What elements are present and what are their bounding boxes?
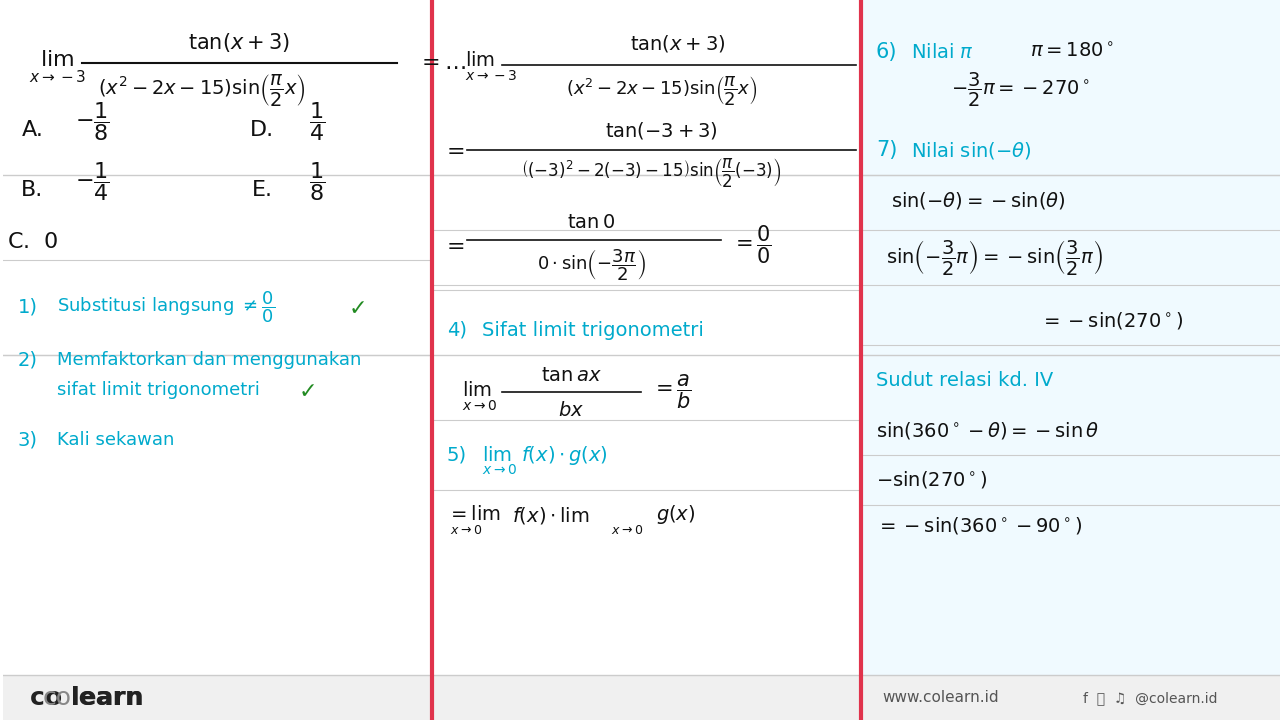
Text: 7): 7) <box>876 140 897 160</box>
Text: $\pi = 180^\circ$: $\pi = 180^\circ$ <box>1030 42 1115 62</box>
FancyBboxPatch shape <box>431 0 861 720</box>
Text: Sudut relasi kd. IV: Sudut relasi kd. IV <box>876 371 1053 390</box>
Text: $= \ldots$: $= \ldots$ <box>417 53 466 73</box>
Text: 6): 6) <box>876 42 897 62</box>
Text: $\checkmark$: $\checkmark$ <box>298 380 315 400</box>
Text: Nilai $\sin(-\theta)$: Nilai $\sin(-\theta)$ <box>911 140 1032 161</box>
Text: 1): 1) <box>18 297 37 317</box>
FancyBboxPatch shape <box>3 675 1280 720</box>
Text: $0\cdot\sin\!\left(-\dfrac{3\pi}{2}\right)$: $0\cdot\sin\!\left(-\dfrac{3\pi}{2}\righ… <box>536 247 646 283</box>
Text: Sifat limit trigonometri: Sifat limit trigonometri <box>481 320 704 340</box>
Text: Kali sekawan: Kali sekawan <box>58 431 175 449</box>
Text: E.: E. <box>251 180 273 200</box>
Text: learn: learn <box>70 686 143 710</box>
Text: $-\dfrac{1}{4}$: $-\dfrac{1}{4}$ <box>76 161 110 204</box>
Text: $x\to 0$: $x\to 0$ <box>462 399 497 413</box>
Text: $-\dfrac{1}{8}$: $-\dfrac{1}{8}$ <box>76 101 110 143</box>
Text: $\left((-3)^2-2(-3)-15\right)\sin\!\left(\dfrac{\pi}{2}(-3)\right)$: $\left((-3)^2-2(-3)-15\right)\sin\!\left… <box>521 156 781 189</box>
Text: $\sin\!\left(-\dfrac{3}{2}\pi\right) = -\sin\!\left(\dfrac{3}{2}\pi\right)$: $\sin\!\left(-\dfrac{3}{2}\pi\right) = -… <box>886 238 1102 276</box>
Text: www.colearn.id: www.colearn.id <box>882 690 998 706</box>
Text: f  📷  ♫  @colearn.id: f 📷 ♫ @colearn.id <box>1083 691 1217 705</box>
Text: $-\dfrac{3}{2}\pi = -270^\circ$: $-\dfrac{3}{2}\pi = -270^\circ$ <box>951 71 1089 109</box>
Text: $\left(x^2-2x-15\right)\sin\!\left(\dfrac{\pi}{2}x\right)$: $\left(x^2-2x-15\right)\sin\!\left(\dfra… <box>99 72 306 108</box>
Text: $=$: $=$ <box>442 235 465 255</box>
Text: $-\sin(270^\circ)$: $-\sin(270^\circ)$ <box>876 469 987 490</box>
Text: $\lim$: $\lim$ <box>462 380 492 400</box>
Text: $\checkmark$: $\checkmark$ <box>348 297 365 317</box>
Text: 3): 3) <box>18 431 37 449</box>
Text: $= \dfrac{0}{0}$: $= \dfrac{0}{0}$ <box>731 224 772 266</box>
Text: $\sin(360^\circ - \theta) = -\sin\theta$: $\sin(360^\circ - \theta) = -\sin\theta$ <box>876 420 1100 441</box>
Text: $\lim$: $\lim$ <box>41 50 74 70</box>
FancyBboxPatch shape <box>861 0 1280 720</box>
Text: $x \to -3$: $x \to -3$ <box>28 69 86 85</box>
Text: 4): 4) <box>447 320 467 340</box>
Text: $(x^2-2x-15)\sin\!\left(\dfrac{\pi}{2}x\right)$: $(x^2-2x-15)\sin\!\left(\dfrac{\pi}{2}x\… <box>566 73 756 107</box>
Text: $\tan(-3+3)$: $\tan(-3+3)$ <box>605 120 718 140</box>
Text: sifat limit trigonometri: sifat limit trigonometri <box>58 381 260 399</box>
Text: $\tan ax$: $\tan ax$ <box>541 366 602 384</box>
Text: co: co <box>44 686 72 710</box>
Text: $=\dfrac{a}{b}$: $=\dfrac{a}{b}$ <box>652 373 692 411</box>
Text: $\sin(-\theta) = -\sin(\theta)$: $\sin(-\theta) = -\sin(\theta)$ <box>891 189 1065 210</box>
Text: C.  $0$: C. $0$ <box>6 232 58 252</box>
Text: Nilai $\pi$: Nilai $\pi$ <box>911 42 974 61</box>
Text: $\lim$: $\lim$ <box>465 50 494 70</box>
Text: A.: A. <box>22 120 44 140</box>
Text: $\lim$: $\lim$ <box>481 446 512 464</box>
Text: $x\to-3$: $x\to-3$ <box>465 69 517 83</box>
Text: $x\to 0$: $x\to 0$ <box>481 463 517 477</box>
Text: $\dfrac{1}{8}$: $\dfrac{1}{8}$ <box>308 161 325 204</box>
Text: $= -\sin(360^\circ - 90^\circ)$: $= -\sin(360^\circ - 90^\circ)$ <box>876 515 1083 536</box>
Text: $\tan(x+3)$: $\tan(x+3)$ <box>188 30 291 53</box>
Text: $\dfrac{1}{4}$: $\dfrac{1}{4}$ <box>308 101 325 143</box>
Text: $g(x)$: $g(x)$ <box>657 503 696 526</box>
Text: B.: B. <box>22 180 44 200</box>
Text: $bx$: $bx$ <box>558 400 585 420</box>
Text: $f(x)\cdot g(x)$: $f(x)\cdot g(x)$ <box>521 444 608 467</box>
Text: $=$: $=$ <box>442 140 465 160</box>
Text: 5): 5) <box>447 446 467 464</box>
Text: D.: D. <box>250 120 274 140</box>
Text: 2): 2) <box>18 351 37 369</box>
Text: $\tan 0$: $\tan 0$ <box>567 212 616 232</box>
FancyBboxPatch shape <box>3 0 431 720</box>
Text: Substitusi langsung $\neq \dfrac{0}{0}$: Substitusi langsung $\neq \dfrac{0}{0}$ <box>58 289 275 325</box>
Text: $f(x)\cdot\lim$: $f(x)\cdot\lim$ <box>512 505 589 526</box>
Text: co learn: co learn <box>31 686 145 710</box>
Text: $= \lim$: $= \lim$ <box>447 505 500 524</box>
Text: $\tan(x+3)$: $\tan(x+3)$ <box>631 32 726 53</box>
Text: $= -\sin(270^\circ)$: $= -\sin(270^\circ)$ <box>1041 310 1184 330</box>
Text: Memfaktorkan dan menggunakan: Memfaktorkan dan menggunakan <box>58 351 362 369</box>
Text: $x\to 0$: $x\to 0$ <box>449 523 481 536</box>
Text: $x\to 0$: $x\to 0$ <box>612 523 644 536</box>
